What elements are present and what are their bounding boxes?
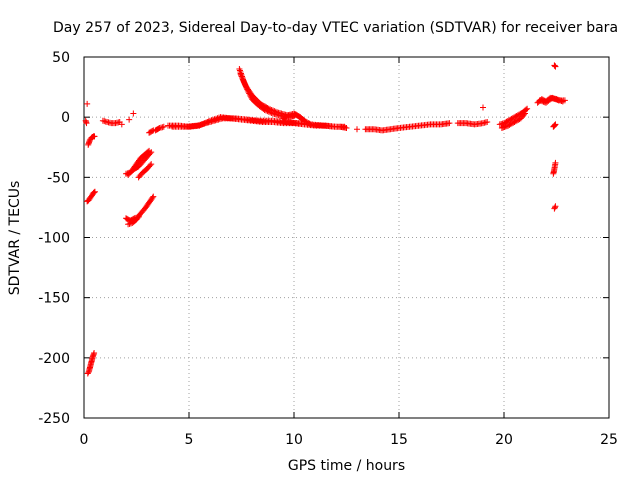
data-point (552, 63, 559, 70)
data-point (267, 106, 274, 113)
data-point (505, 122, 512, 129)
data-point (239, 74, 246, 81)
y-tick-label: -150 (38, 291, 70, 307)
data-point (520, 111, 527, 118)
data-point (270, 107, 276, 114)
data-point (240, 78, 247, 85)
data-point (307, 121, 314, 128)
data-point (515, 116, 522, 123)
data-point (522, 110, 528, 117)
data-point (298, 115, 305, 122)
data-point (149, 194, 156, 201)
data-point (160, 123, 167, 130)
data-point (551, 62, 558, 69)
data-point (304, 119, 311, 126)
data-point (84, 100, 91, 107)
data-point (241, 80, 248, 87)
data-point (118, 121, 125, 128)
data-point (523, 106, 530, 113)
x-tick-label: 0 (80, 432, 89, 448)
data-point (552, 203, 559, 210)
data-point (281, 114, 288, 121)
data-point (305, 119, 312, 126)
data-point (148, 161, 155, 168)
x-tick-label: 25 (600, 432, 618, 448)
x-axis-label: GPS time / hours (288, 458, 405, 474)
x-tick-label: 5 (185, 432, 194, 448)
data-point (145, 148, 152, 155)
data-point (239, 76, 246, 83)
y-tick-label: -50 (47, 170, 70, 186)
data-point (285, 112, 292, 119)
data-point (265, 105, 272, 112)
data-point (130, 110, 137, 117)
y-tick-label: -200 (38, 351, 70, 367)
data-point (480, 104, 486, 111)
data-point (508, 120, 515, 127)
y-tick-label: -100 (38, 231, 70, 247)
data-point (551, 63, 558, 70)
data-point (236, 66, 243, 73)
data-point (242, 81, 249, 88)
data-point (284, 113, 291, 120)
axis-ticks (83, 56, 610, 419)
data-point (354, 126, 360, 133)
data-point (552, 121, 559, 128)
data-point (271, 108, 278, 115)
data-point (506, 121, 513, 128)
data-point (240, 77, 247, 84)
data-point (238, 72, 245, 79)
data-point (126, 116, 133, 123)
x-tick-label: 15 (390, 432, 408, 448)
data-point (306, 120, 313, 127)
tick-labels: 0 5 10 15 20 25 -250 -200 -150 -100 -50 0 50 (38, 50, 618, 448)
data-point (446, 120, 453, 127)
data-point (91, 189, 98, 196)
y-tick-label: -250 (38, 411, 70, 427)
x-tick-label: 20 (495, 432, 513, 448)
grid (84, 57, 609, 418)
data-point (150, 193, 157, 200)
y-tick-label: 0 (61, 110, 70, 126)
data-point (551, 204, 558, 211)
data-point (299, 116, 306, 123)
data-point (91, 350, 98, 357)
data-point (524, 105, 531, 112)
data-point (283, 113, 290, 120)
data-point (561, 97, 568, 104)
y-axis-label: SDTVAR / TECUs (7, 181, 23, 296)
data-point (512, 118, 519, 125)
data-point (551, 122, 558, 129)
data-point (507, 121, 514, 128)
data-point (91, 133, 98, 140)
data-point (484, 118, 491, 125)
data-point (236, 67, 243, 74)
data-point (511, 118, 518, 125)
y-tick-label: 50 (52, 50, 70, 66)
data-points (82, 62, 568, 377)
x-tick-label: 10 (285, 432, 303, 448)
data-point (514, 117, 521, 124)
data-point (302, 118, 309, 125)
data-point (91, 188, 98, 195)
data-point (147, 162, 154, 169)
data-point (272, 108, 279, 115)
data-point (343, 124, 350, 131)
data-point (264, 105, 271, 112)
plot-frame (83, 56, 610, 419)
chart-title: Day 257 of 2023, Sidereal Day-to-day VTE… (53, 20, 618, 36)
data-point (268, 106, 275, 113)
data-point (238, 73, 245, 80)
data-point (237, 70, 244, 77)
data-point (83, 120, 90, 127)
data-point (551, 121, 558, 128)
data-point (510, 119, 517, 126)
data-point (149, 128, 156, 135)
data-point (90, 189, 97, 196)
data-point (280, 115, 287, 122)
data-point (552, 159, 559, 166)
data-point (146, 147, 153, 154)
